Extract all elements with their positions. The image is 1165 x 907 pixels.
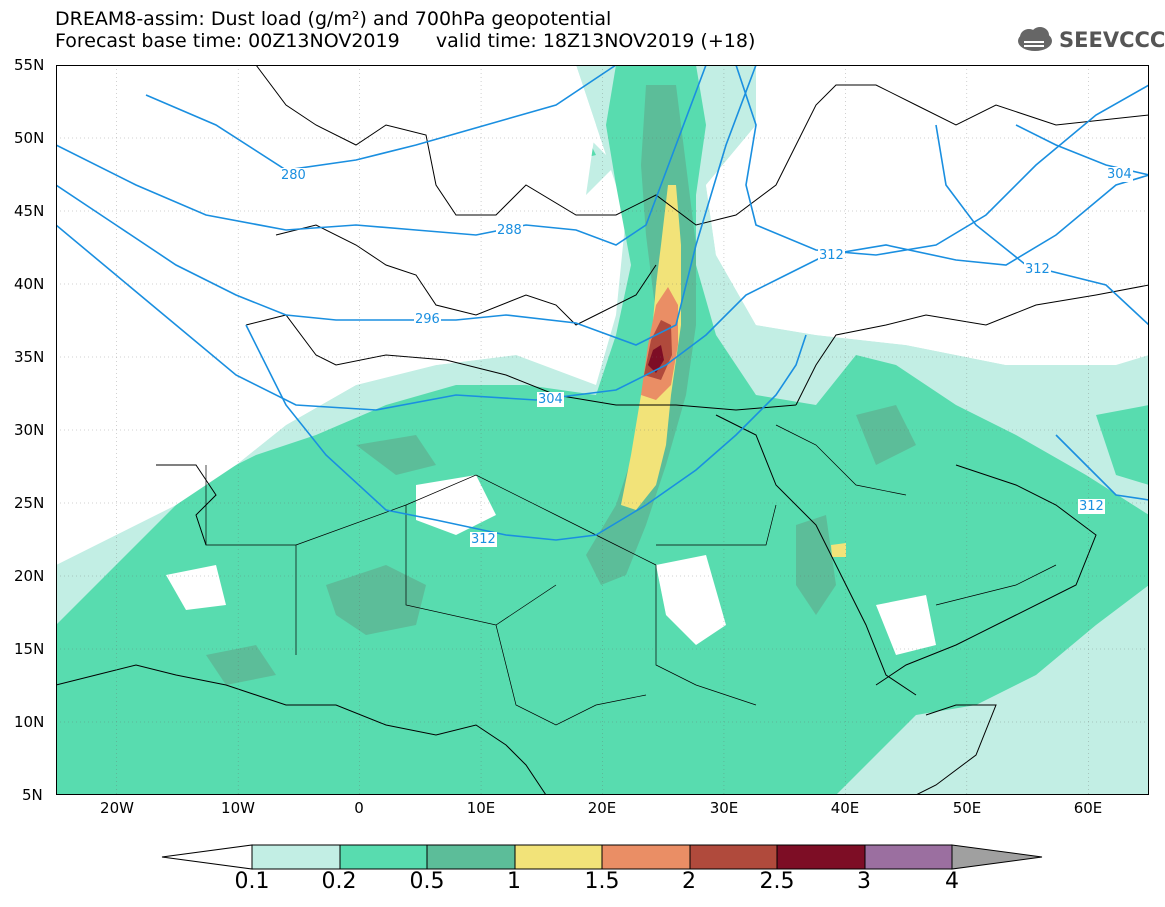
contour-label-296: 296 <box>414 312 441 327</box>
contour-label-312-c: 312 <box>1024 262 1051 277</box>
colorbar-seg-1 <box>514 844 603 870</box>
seevccc-logo: SEEVCCC <box>1015 24 1165 56</box>
colorbar <box>161 844 1043 870</box>
graticule <box>56 65 1149 795</box>
colorbar-tick-1: 1 <box>507 869 521 894</box>
dust-band-2-5 <box>648 345 664 373</box>
contour-label-304-b: 304 <box>1106 167 1133 182</box>
x-label-10w: 10W <box>221 799 255 817</box>
contour-label-312-b: 312 <box>818 248 845 263</box>
y-label-55n: 55N <box>14 56 45 74</box>
y-label-20n: 20N <box>14 567 45 585</box>
title-line-2: Forecast base time: 00Z13NOV2019 valid t… <box>55 30 756 52</box>
contour-label-304: 304 <box>537 392 564 407</box>
title-line-1: DREAM8-assim: Dust load (g/m²) and 700hP… <box>55 8 612 30</box>
colorbar-seg-0-1 <box>251 844 341 870</box>
logo-text: SEEVCCC <box>1059 28 1165 52</box>
colorbar-tick-0-1: 0.1 <box>234 869 270 894</box>
colorbar-tick-2: 2 <box>682 869 696 894</box>
y-label-45n: 45N <box>14 202 45 220</box>
contour-label-280: 280 <box>280 168 307 183</box>
x-label-40e: 40E <box>830 799 860 817</box>
map-area <box>56 65 1149 795</box>
y-label-30n: 30N <box>14 421 45 439</box>
colorbar-tick-2-5: 2.5 <box>759 869 795 894</box>
colorbar-low-arrow <box>161 844 253 870</box>
country-borders <box>205 424 1057 726</box>
colorbar-tick-3: 3 <box>857 869 871 894</box>
dust-map-svg <box>56 65 1149 795</box>
coastlines <box>56 65 1149 795</box>
y-label-5n: 5N <box>22 786 43 804</box>
x-label-50e: 50E <box>952 799 982 817</box>
colorbar-seg-1-5 <box>601 844 691 870</box>
colorbar-seg-3 <box>864 844 953 870</box>
x-label-20e: 20E <box>587 799 617 817</box>
y-label-25n: 25N <box>14 494 45 512</box>
colorbar-high-arrow <box>951 844 1043 870</box>
x-label-20w: 20W <box>100 799 134 817</box>
colorbar-tick-0-2: 0.2 <box>321 869 357 894</box>
colorbar-seg-2 <box>689 844 778 870</box>
colorbar-seg-2-5 <box>776 844 866 870</box>
y-label-50n: 50N <box>14 129 45 147</box>
x-label-0: 0 <box>354 799 364 817</box>
geopotential-contours <box>56 65 1149 541</box>
x-label-10e: 10E <box>466 799 496 817</box>
y-label-15n: 15N <box>14 640 45 658</box>
x-label-60e: 60E <box>1073 799 1103 817</box>
colorbar-tick-1-5: 1.5 <box>584 869 620 894</box>
contour-label-312-d: 312 <box>1078 499 1105 514</box>
contour-label-312-a: 312 <box>470 532 497 547</box>
x-label-30e: 30E <box>709 799 739 817</box>
y-label-10n: 10N <box>14 713 45 731</box>
colorbar-tick-4: 4 <box>945 869 959 894</box>
contour-label-288: 288 <box>496 223 523 238</box>
cloud-icon <box>1018 27 1052 51</box>
colorbar-seg-0-2 <box>339 844 428 870</box>
colorbar-seg-0-5 <box>426 844 516 870</box>
y-label-35n: 35N <box>14 348 45 366</box>
dust-gap-areas <box>56 65 1149 655</box>
colorbar-tick-0-5: 0.5 <box>409 869 445 894</box>
y-label-40n: 40N <box>14 275 45 293</box>
